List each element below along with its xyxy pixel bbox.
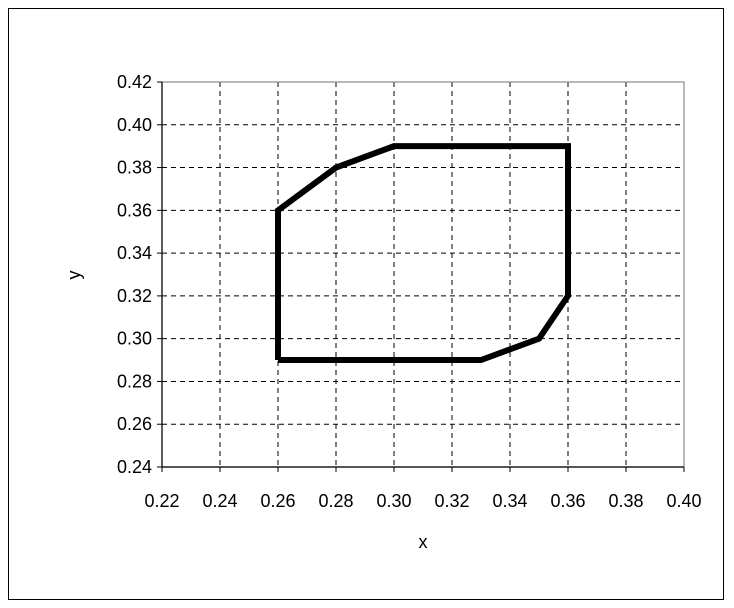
x-tick-label: 0.40 [666, 491, 701, 511]
grid-layer [162, 82, 684, 467]
y-axis-title: y [64, 271, 84, 280]
x-tick-label: 0.28 [318, 491, 353, 511]
x-tick-label: 0.34 [492, 491, 527, 511]
y-tick-label: 0.40 [117, 115, 152, 135]
y-tick-label: 0.42 [117, 72, 152, 92]
y-tick-label: 0.38 [117, 158, 152, 178]
y-tick-label: 0.30 [117, 329, 152, 349]
y-tick-label: 0.34 [117, 243, 152, 263]
x-tick-label: 0.32 [434, 491, 469, 511]
y-tick-label: 0.36 [117, 200, 152, 220]
y-tick-label: 0.24 [117, 457, 152, 477]
x-tick-label: 0.38 [608, 491, 643, 511]
plot-area [161, 81, 685, 468]
y-tick-label: 0.32 [117, 286, 152, 306]
x-axis-title: x [419, 532, 428, 552]
x-tick-label: 0.36 [550, 491, 585, 511]
y-tick-label: 0.28 [117, 371, 152, 391]
x-tick-label: 0.30 [376, 491, 411, 511]
axis-layer: 0.22 0.24 0.26 0.28 0.30 0.32 0.34 0.36 0.38 0.40… [117, 72, 702, 511]
series-layer [275, 143, 571, 364]
chart-frame [8, 8, 724, 600]
x-tick-label: 0.24 [202, 491, 237, 511]
x-tick-label: 0.26 [260, 491, 295, 511]
y-tick-label: 0.26 [117, 414, 152, 434]
series-line [275, 143, 571, 364]
x-tick-label: 0.22 [144, 491, 179, 511]
